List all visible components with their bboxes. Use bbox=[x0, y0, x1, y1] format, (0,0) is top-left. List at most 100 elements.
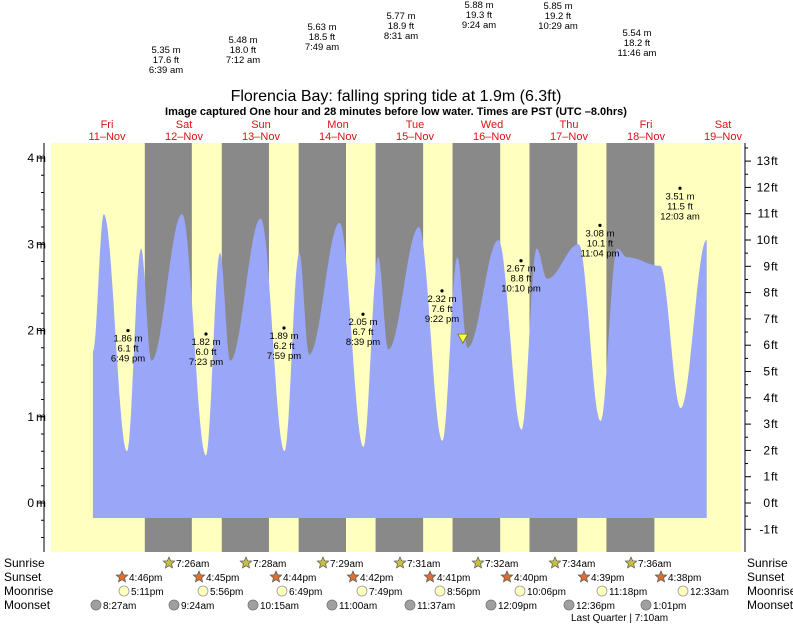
day-date: 15–Nov bbox=[396, 131, 434, 143]
right-tick-label: 8 bbox=[763, 286, 770, 300]
moonrise-time: 7:49pm bbox=[369, 587, 402, 598]
sunrise-icon bbox=[162, 556, 176, 569]
low-water-height-ft: 6.7 ft bbox=[352, 327, 373, 338]
moonset-icon bbox=[563, 599, 575, 611]
moonset-time: 10:15am bbox=[260, 601, 299, 612]
sunset-time: 4:45pm bbox=[206, 573, 239, 584]
high-water-time: 10:29 am bbox=[538, 21, 578, 32]
high-water-height-m: 5.63 m bbox=[307, 22, 336, 33]
right-unit-label: ft bbox=[771, 496, 778, 510]
low-water-height-ft: 10.1 ft bbox=[587, 238, 614, 249]
moonrise-time: 11:18pm bbox=[609, 587, 647, 598]
moonrise-icon bbox=[118, 585, 130, 597]
right-tick-label: 5 bbox=[763, 365, 770, 379]
high-water-time: 8:31 am bbox=[384, 31, 418, 42]
right-unit-label: ft bbox=[771, 154, 778, 168]
low-water-height-m: 1.89 m bbox=[269, 331, 298, 342]
sunrise-time: 7:31am bbox=[407, 559, 440, 570]
day-name: Thu bbox=[560, 119, 579, 131]
sunrise-time: 7:29am bbox=[330, 559, 363, 570]
low-water-height-ft: 6.0 ft bbox=[195, 347, 216, 358]
row-label-moonset-right: Moonset bbox=[747, 598, 793, 612]
row-label-moonset: Moonset bbox=[4, 598, 51, 612]
moonset-time: 11:37am bbox=[417, 601, 455, 612]
low-water-time: 7:59 pm bbox=[267, 351, 301, 362]
right-tick-label: 7 bbox=[763, 312, 770, 326]
sunset-time: 4:40pm bbox=[514, 573, 547, 584]
low-water-dot bbox=[282, 326, 286, 330]
right-tick-label: 9 bbox=[763, 259, 770, 273]
low-water-time: 6:49 pm bbox=[111, 354, 145, 365]
moonrise-icon bbox=[596, 585, 608, 597]
high-water-height-m: 5.77 m bbox=[386, 11, 415, 22]
sunset-icon bbox=[500, 570, 514, 583]
row-label-sunset: Sunset bbox=[4, 570, 42, 584]
sunset-time: 4:38pm bbox=[668, 573, 701, 584]
right-unit-label: ft bbox=[771, 391, 778, 405]
sunrise-icon bbox=[239, 556, 253, 569]
right-tick-label: 13 bbox=[757, 154, 771, 168]
moonrise-icon bbox=[356, 585, 368, 597]
high-water-time: 9:24 am bbox=[462, 20, 496, 31]
right-tick-label: -1 bbox=[759, 522, 770, 536]
sunset-time: 4:44pm bbox=[283, 573, 316, 584]
low-water-labels: 1.86 m6.1 ft6:49 pm 1.82 m6.0 ft7:23 pm 1.… bbox=[111, 186, 700, 368]
high-water-height-m: 5.48 m bbox=[228, 35, 257, 46]
low-water-height-ft: 6.1 ft bbox=[117, 344, 138, 355]
day-date: 18–Nov bbox=[627, 131, 665, 143]
sunset-icon bbox=[269, 570, 283, 583]
sunset-icon bbox=[577, 570, 591, 583]
sunrise-time: 7:34am bbox=[562, 559, 595, 570]
low-water-height-m: 2.32 m bbox=[427, 294, 456, 305]
right-tick-label: 0 bbox=[763, 496, 770, 510]
high-water-labels: 5.35 m17.6 ft6:39 am 5.48 m18.0 ft7:12 am… bbox=[149, 0, 657, 76]
low-water-dot bbox=[598, 223, 602, 227]
day-date: 19–Nov bbox=[704, 131, 742, 143]
sunset-time: 4:46pm bbox=[129, 573, 162, 584]
high-water-height-ft: 18.0 ft bbox=[230, 45, 257, 56]
left-tick-label: 3 bbox=[27, 237, 34, 251]
right-tick-label: 12 bbox=[757, 180, 771, 194]
right-tick-label: 10 bbox=[757, 233, 771, 247]
sunset-time: 4:41pm bbox=[437, 573, 470, 584]
low-water-height-ft: 8.8 ft bbox=[510, 274, 531, 285]
right-unit-label: ft bbox=[771, 286, 778, 300]
low-water-dot bbox=[519, 259, 523, 263]
sunset-icon bbox=[192, 570, 206, 583]
right-tick-label: 3 bbox=[763, 417, 770, 431]
low-water-time: 10:10 pm bbox=[501, 284, 541, 295]
sunrise-time: 7:36am bbox=[638, 559, 671, 570]
day-name: Sat bbox=[715, 119, 732, 131]
moonset-time: 12:09pm bbox=[498, 601, 537, 612]
day-name: Mon bbox=[327, 119, 348, 131]
high-water-height-m: 5.85 m bbox=[543, 1, 572, 12]
sunset-icon bbox=[346, 570, 360, 583]
right-unit-label: ft bbox=[771, 470, 778, 484]
day-date: 12–Nov bbox=[165, 131, 203, 143]
low-water-height-m: 3.08 m bbox=[585, 228, 614, 239]
moonset-icon bbox=[90, 599, 102, 611]
sunset-time: 4:39pm bbox=[591, 573, 624, 584]
low-water-height-m: 1.82 m bbox=[191, 337, 220, 348]
moonset-time: 12:36pm bbox=[576, 601, 615, 612]
day-date: 17–Nov bbox=[550, 131, 588, 143]
moonrise-time: 8:56pm bbox=[447, 587, 480, 598]
day-name: Fri bbox=[640, 119, 653, 131]
day-date: 13–Nov bbox=[242, 131, 280, 143]
sunset-icon bbox=[115, 570, 129, 583]
moonrise-time: 5:11pm bbox=[131, 587, 164, 598]
day-labels: Fri11–NovSat12–NovSun13–NovMon14–NovTue1… bbox=[88, 119, 742, 143]
low-water-time: 9:22 pm bbox=[425, 314, 459, 325]
moonset-icon bbox=[485, 599, 497, 611]
row-label-moonrise-right: Moonrise bbox=[747, 584, 793, 598]
moonset-time: 8:27am bbox=[103, 601, 136, 612]
row-label-sunrise: Sunrise bbox=[4, 556, 45, 570]
low-water-height-ft: 11.5 ft bbox=[667, 201, 693, 212]
sunrise-time: 7:32am bbox=[485, 559, 518, 570]
right-unit-label: ft bbox=[771, 338, 778, 352]
sunrise-icon bbox=[624, 556, 638, 569]
moonset-time: 9:24am bbox=[181, 601, 214, 612]
sunset-time: 4:42pm bbox=[360, 573, 393, 584]
right-unit-label: ft bbox=[771, 259, 778, 273]
